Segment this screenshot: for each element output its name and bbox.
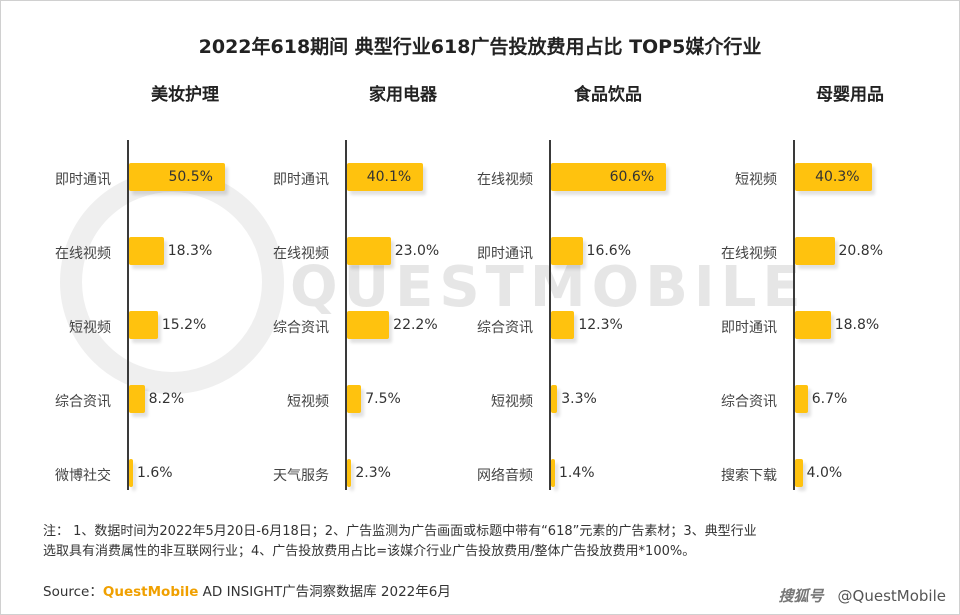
category-label: 微博社交 xyxy=(55,468,111,484)
watermark-text: QUESTMOBILE xyxy=(290,255,807,320)
panel-title-3: 食品饮品 xyxy=(574,85,642,105)
value-label: 40.1% xyxy=(366,169,412,185)
source-text: AD INSIGHT广告洞察数据库 2022年6月 xyxy=(198,584,451,600)
footnote: 注： 1、数据时间为2022年5月20日-6月18日；2、广告监测为广告画面或标… xyxy=(43,522,903,562)
credit-site: 搜狐号 xyxy=(778,587,824,605)
panel-title-1: 美妆护理 xyxy=(151,85,219,105)
category-label: 短视频 xyxy=(491,394,533,410)
footnote-line-2: 选取具有消费属性的非互联网行业；4、广告投放费用占比=该媒介行业广告投放费用/整… xyxy=(43,544,696,559)
bar: 40.1% xyxy=(347,163,424,191)
value-label: 4.0% xyxy=(806,465,843,481)
source-label: Source： xyxy=(43,584,103,600)
category-label: 网络音频 xyxy=(477,468,533,484)
category-label: 综合资讯 xyxy=(55,394,111,410)
bar xyxy=(551,459,555,487)
value-label: 6.7% xyxy=(811,391,848,407)
source-brand: QuestMobile xyxy=(102,584,199,600)
value-label: 8.2% xyxy=(148,391,185,407)
bar xyxy=(129,459,133,487)
value-label: 7.5% xyxy=(365,391,401,407)
category-label: 短视频 xyxy=(69,320,111,336)
value-label: 40.3% xyxy=(815,169,860,185)
category-label: 即时通讯 xyxy=(721,320,777,336)
source-line: Source：QuestMobile AD INSIGHT广告洞察数据库 202… xyxy=(43,580,451,600)
credit-account: @QuestMobile xyxy=(837,587,946,605)
bar xyxy=(795,385,808,413)
bar: 50.5% xyxy=(129,163,225,191)
value-label: 20.8% xyxy=(838,243,883,259)
bar xyxy=(129,237,164,265)
panel-axis-3 xyxy=(549,140,551,490)
bar xyxy=(129,385,145,413)
value-label: 15.2% xyxy=(161,317,207,333)
category-label: 即时通讯 xyxy=(273,172,329,188)
value-label: 23.0% xyxy=(394,243,440,259)
category-label: 短视频 xyxy=(735,172,777,188)
bar xyxy=(551,385,558,413)
category-label: 综合资讯 xyxy=(273,320,329,336)
watermark-logo xyxy=(60,170,284,394)
category-label: 在线视频 xyxy=(721,246,777,262)
category-label: 在线视频 xyxy=(55,246,111,262)
bar xyxy=(347,311,390,339)
bar: 60.6% xyxy=(551,163,667,191)
category-label: 在线视频 xyxy=(273,246,329,262)
value-label: 3.3% xyxy=(561,391,597,407)
bar xyxy=(795,311,831,339)
value-label: 18.3% xyxy=(167,243,213,259)
bar xyxy=(551,237,583,265)
category-label: 综合资讯 xyxy=(721,394,777,410)
category-label: 即时通讯 xyxy=(477,246,533,262)
value-label: 16.6% xyxy=(586,243,632,259)
panel-axis-2 xyxy=(345,140,347,490)
chart-title: 2022年618期间 典型行业618广告投放费用占比 TOP5媒介行业 xyxy=(198,36,762,58)
value-label: 18.8% xyxy=(834,317,880,333)
bar xyxy=(129,311,158,339)
credit: 搜狐号 @QuestMobile xyxy=(779,585,946,606)
panel-title-2: 家用电器 xyxy=(369,85,437,105)
category-label: 综合资讯 xyxy=(477,320,533,336)
bar xyxy=(551,311,575,339)
category-label: 即时通讯 xyxy=(55,172,111,188)
category-label: 搜索下载 xyxy=(721,468,777,484)
bar xyxy=(795,237,835,265)
bar xyxy=(795,459,803,487)
value-label: 2.3% xyxy=(355,465,391,481)
panel-axis-4 xyxy=(793,140,795,490)
category-label: 在线视频 xyxy=(477,172,533,188)
category-label: 短视频 xyxy=(287,394,329,410)
value-label: 22.2% xyxy=(393,317,438,333)
bar xyxy=(347,385,362,413)
bar: 40.3% xyxy=(795,163,872,191)
category-label: 天气服务 xyxy=(273,468,329,484)
panel-axis-1 xyxy=(127,140,129,490)
value-label: 1.4% xyxy=(559,465,595,481)
bar xyxy=(347,459,352,487)
footnote-line-1: 注： 1、数据时间为2022年5月20日-6月18日；2、广告监测为广告画面或标… xyxy=(43,524,757,539)
bar xyxy=(347,237,391,265)
value-label: 12.3% xyxy=(578,317,623,333)
panel-title-4: 母婴用品 xyxy=(816,85,884,105)
value-label: 1.6% xyxy=(137,465,173,481)
value-label: 50.5% xyxy=(168,169,213,185)
value-label: 60.6% xyxy=(609,169,655,185)
